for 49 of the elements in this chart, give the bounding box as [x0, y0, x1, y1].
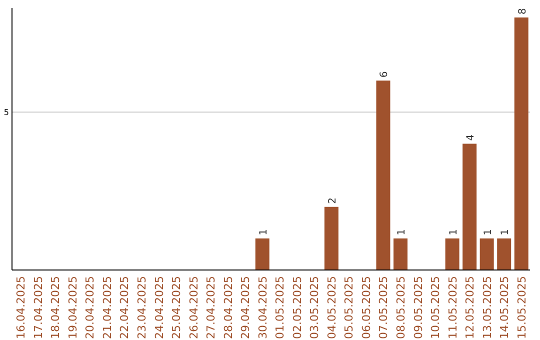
x-tick-label: 03.05.2025	[308, 276, 322, 339]
bar	[514, 17, 528, 270]
data-label: 1	[448, 229, 460, 236]
x-tick-label: 29.04.2025	[239, 276, 252, 339]
bar	[255, 238, 270, 270]
x-tick-label: 06.05.2025	[360, 276, 373, 339]
x-tick-label: 02.05.2025	[290, 276, 304, 339]
data-label: 8	[517, 8, 528, 14]
x-tick-label: 10.05.2025	[429, 276, 442, 339]
x-tick-label: 09.05.2025	[412, 276, 425, 339]
x-tick-label: 13.05.2025	[480, 276, 494, 339]
data-label: 2	[327, 197, 338, 204]
x-tick-label: 27.04.2025	[204, 276, 218, 339]
x-tick-label: 12.05.2025	[464, 276, 477, 339]
x-tick-label: 16.04.2025	[14, 276, 28, 339]
x-tick-label: 24.04.2025	[152, 276, 166, 339]
bar	[480, 238, 494, 270]
x-tick-label: 01.05.2025	[274, 276, 287, 339]
data-label: 1	[500, 229, 512, 236]
data-label: 1	[258, 229, 270, 236]
bar	[462, 144, 477, 270]
x-tick-label: 18.04.2025	[49, 276, 62, 339]
data-label: 4	[466, 134, 477, 141]
data-label: 1	[396, 229, 408, 236]
data-label: 6	[379, 71, 390, 78]
bar	[376, 80, 390, 270]
x-tick-label: 05.05.2025	[342, 276, 356, 339]
bar	[445, 238, 460, 270]
x-tick-label: 19.04.2025	[66, 276, 80, 339]
x-tick-label: 28.04.2025	[222, 276, 235, 339]
x-tick-label: 30.04.2025	[256, 276, 270, 339]
x-tick-label: 14.05.2025	[498, 276, 512, 339]
x-tick-label: 26.04.2025	[187, 276, 200, 339]
x-tick-label: 11.05.2025	[446, 276, 460, 339]
x-tick-label: 08.05.2025	[394, 276, 408, 339]
ref-line-label: 5	[4, 108, 9, 118]
bar	[394, 238, 408, 270]
data-label: 1	[482, 229, 494, 236]
x-tick-label: 22.04.2025	[118, 276, 132, 339]
x-tick-label: 04.05.2025	[325, 276, 338, 339]
bar	[324, 206, 338, 270]
x-tick-label: 21.04.2025	[100, 276, 114, 339]
x-tick-label: 17.04.2025	[32, 276, 45, 339]
x-tick-label: 07.05.2025	[377, 276, 390, 339]
x-tick-label: 20.04.2025	[84, 276, 97, 339]
x-tick-label: 23.04.2025	[136, 276, 148, 339]
x-tick-label: 25.04.2025	[170, 276, 184, 339]
bar	[497, 238, 512, 270]
x-tick-label: 15.05.2025	[515, 276, 528, 339]
